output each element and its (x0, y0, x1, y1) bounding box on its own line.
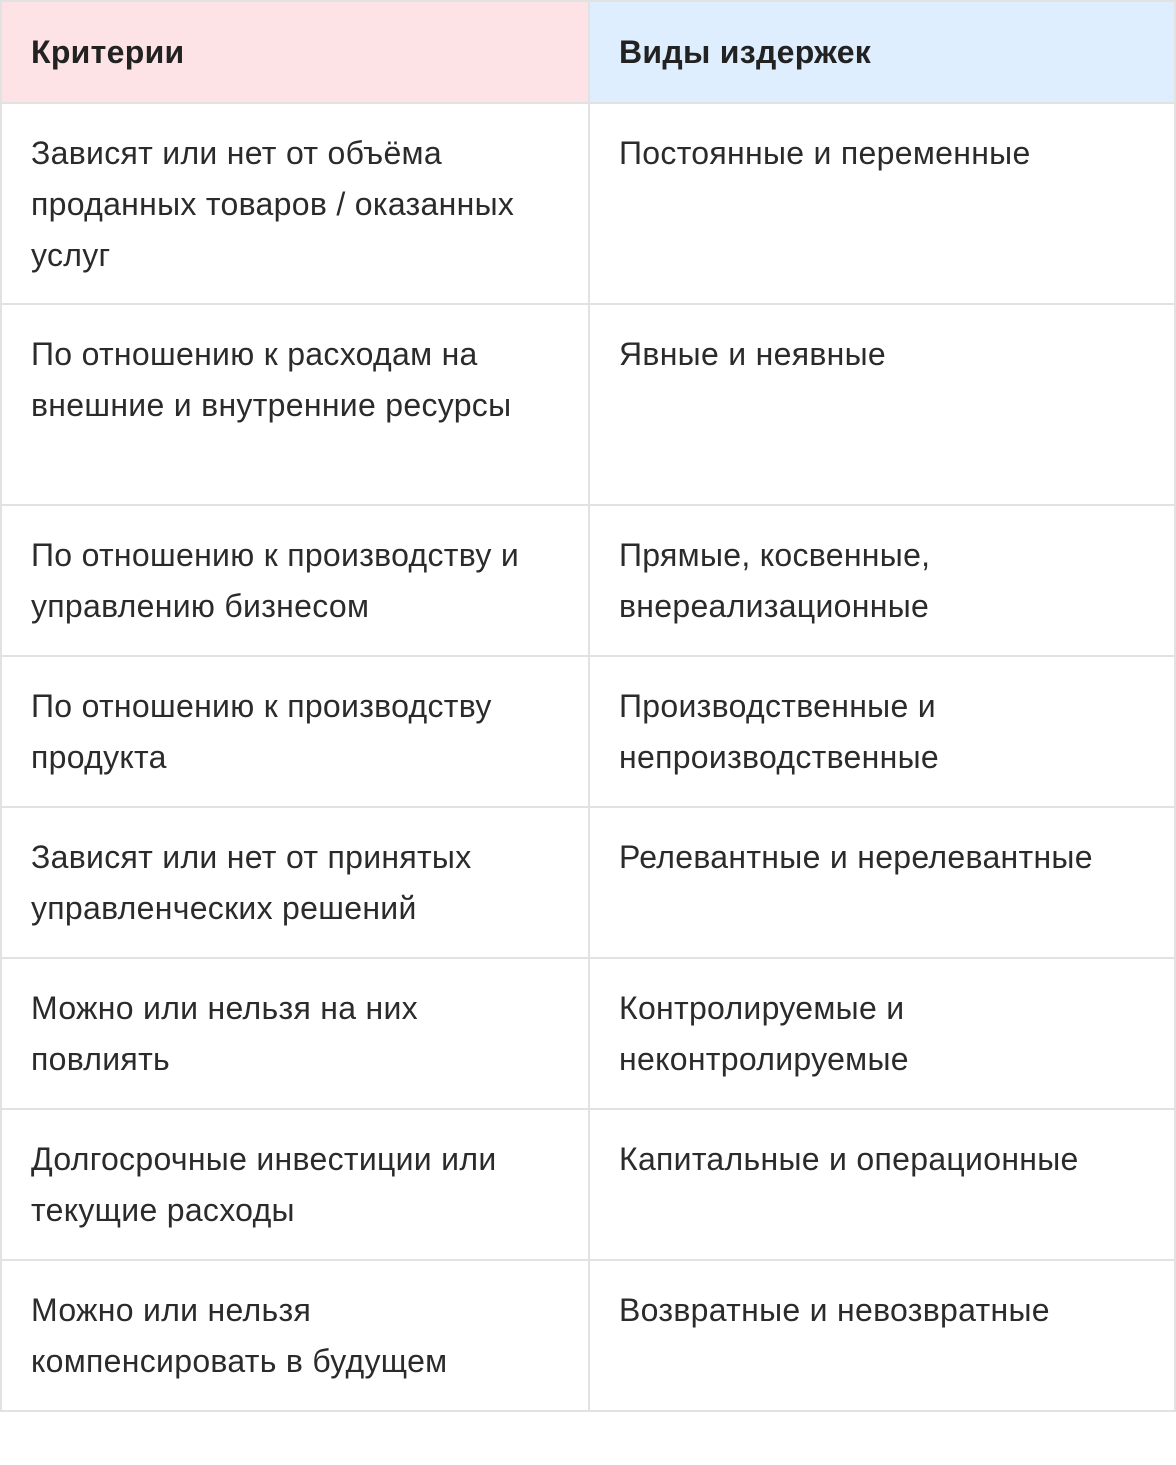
types-cell: Прямые, косвенные, внереализационные (588, 504, 1176, 657)
table-row: По отношению к производству продукта Про… (0, 655, 1176, 808)
table-row: Зависят или нет от принятых управленческ… (0, 806, 1176, 959)
types-cell: Явные и неявные (588, 303, 1176, 506)
types-cell: Релевантные и нерелевантные (588, 806, 1176, 959)
table-row: Можно или нельзя на них повлиять Контрол… (0, 957, 1176, 1110)
types-cell: Постоянные и переменные (588, 102, 1176, 305)
cost-types-table: Критерии Виды издержек Зависят или нет о… (0, 0, 1176, 1412)
types-cell: Производственные и непроизводственные (588, 655, 1176, 808)
criterion-cell: Можно или нельзя компенсировать в будуще… (0, 1259, 590, 1412)
header-criteria: Критерии (0, 0, 590, 104)
types-cell: Возвратные и невозвратные (588, 1259, 1176, 1412)
header-row: Критерии Виды издержек (0, 0, 1176, 104)
criterion-cell: Долгосрочные инвестиции или текущие расх… (0, 1108, 590, 1261)
types-cell: Контролируемые и неконтролируемые (588, 957, 1176, 1110)
table-row: Долгосрочные инвестиции или текущие расх… (0, 1108, 1176, 1261)
criterion-cell: По отношению к расходам на внешние и вну… (0, 303, 590, 506)
types-cell: Капитальные и операционные (588, 1108, 1176, 1261)
criterion-cell: Зависят или нет от принятых управленческ… (0, 806, 590, 959)
header-cost-types: Виды издержек (588, 0, 1176, 104)
table-row: По отношению к расходам на внешние и вну… (0, 303, 1176, 506)
table-row: По отношению к производству и управлению… (0, 504, 1176, 657)
table-row: Можно или нельзя компенсировать в будуще… (0, 1259, 1176, 1412)
table-row: Зависят или нет от объёма проданных това… (0, 102, 1176, 305)
criterion-cell: По отношению к производству продукта (0, 655, 590, 808)
criterion-cell: Можно или нельзя на них повлиять (0, 957, 590, 1110)
criterion-cell: По отношению к производству и управлению… (0, 504, 590, 657)
criterion-cell: Зависят или нет от объёма проданных това… (0, 102, 590, 305)
